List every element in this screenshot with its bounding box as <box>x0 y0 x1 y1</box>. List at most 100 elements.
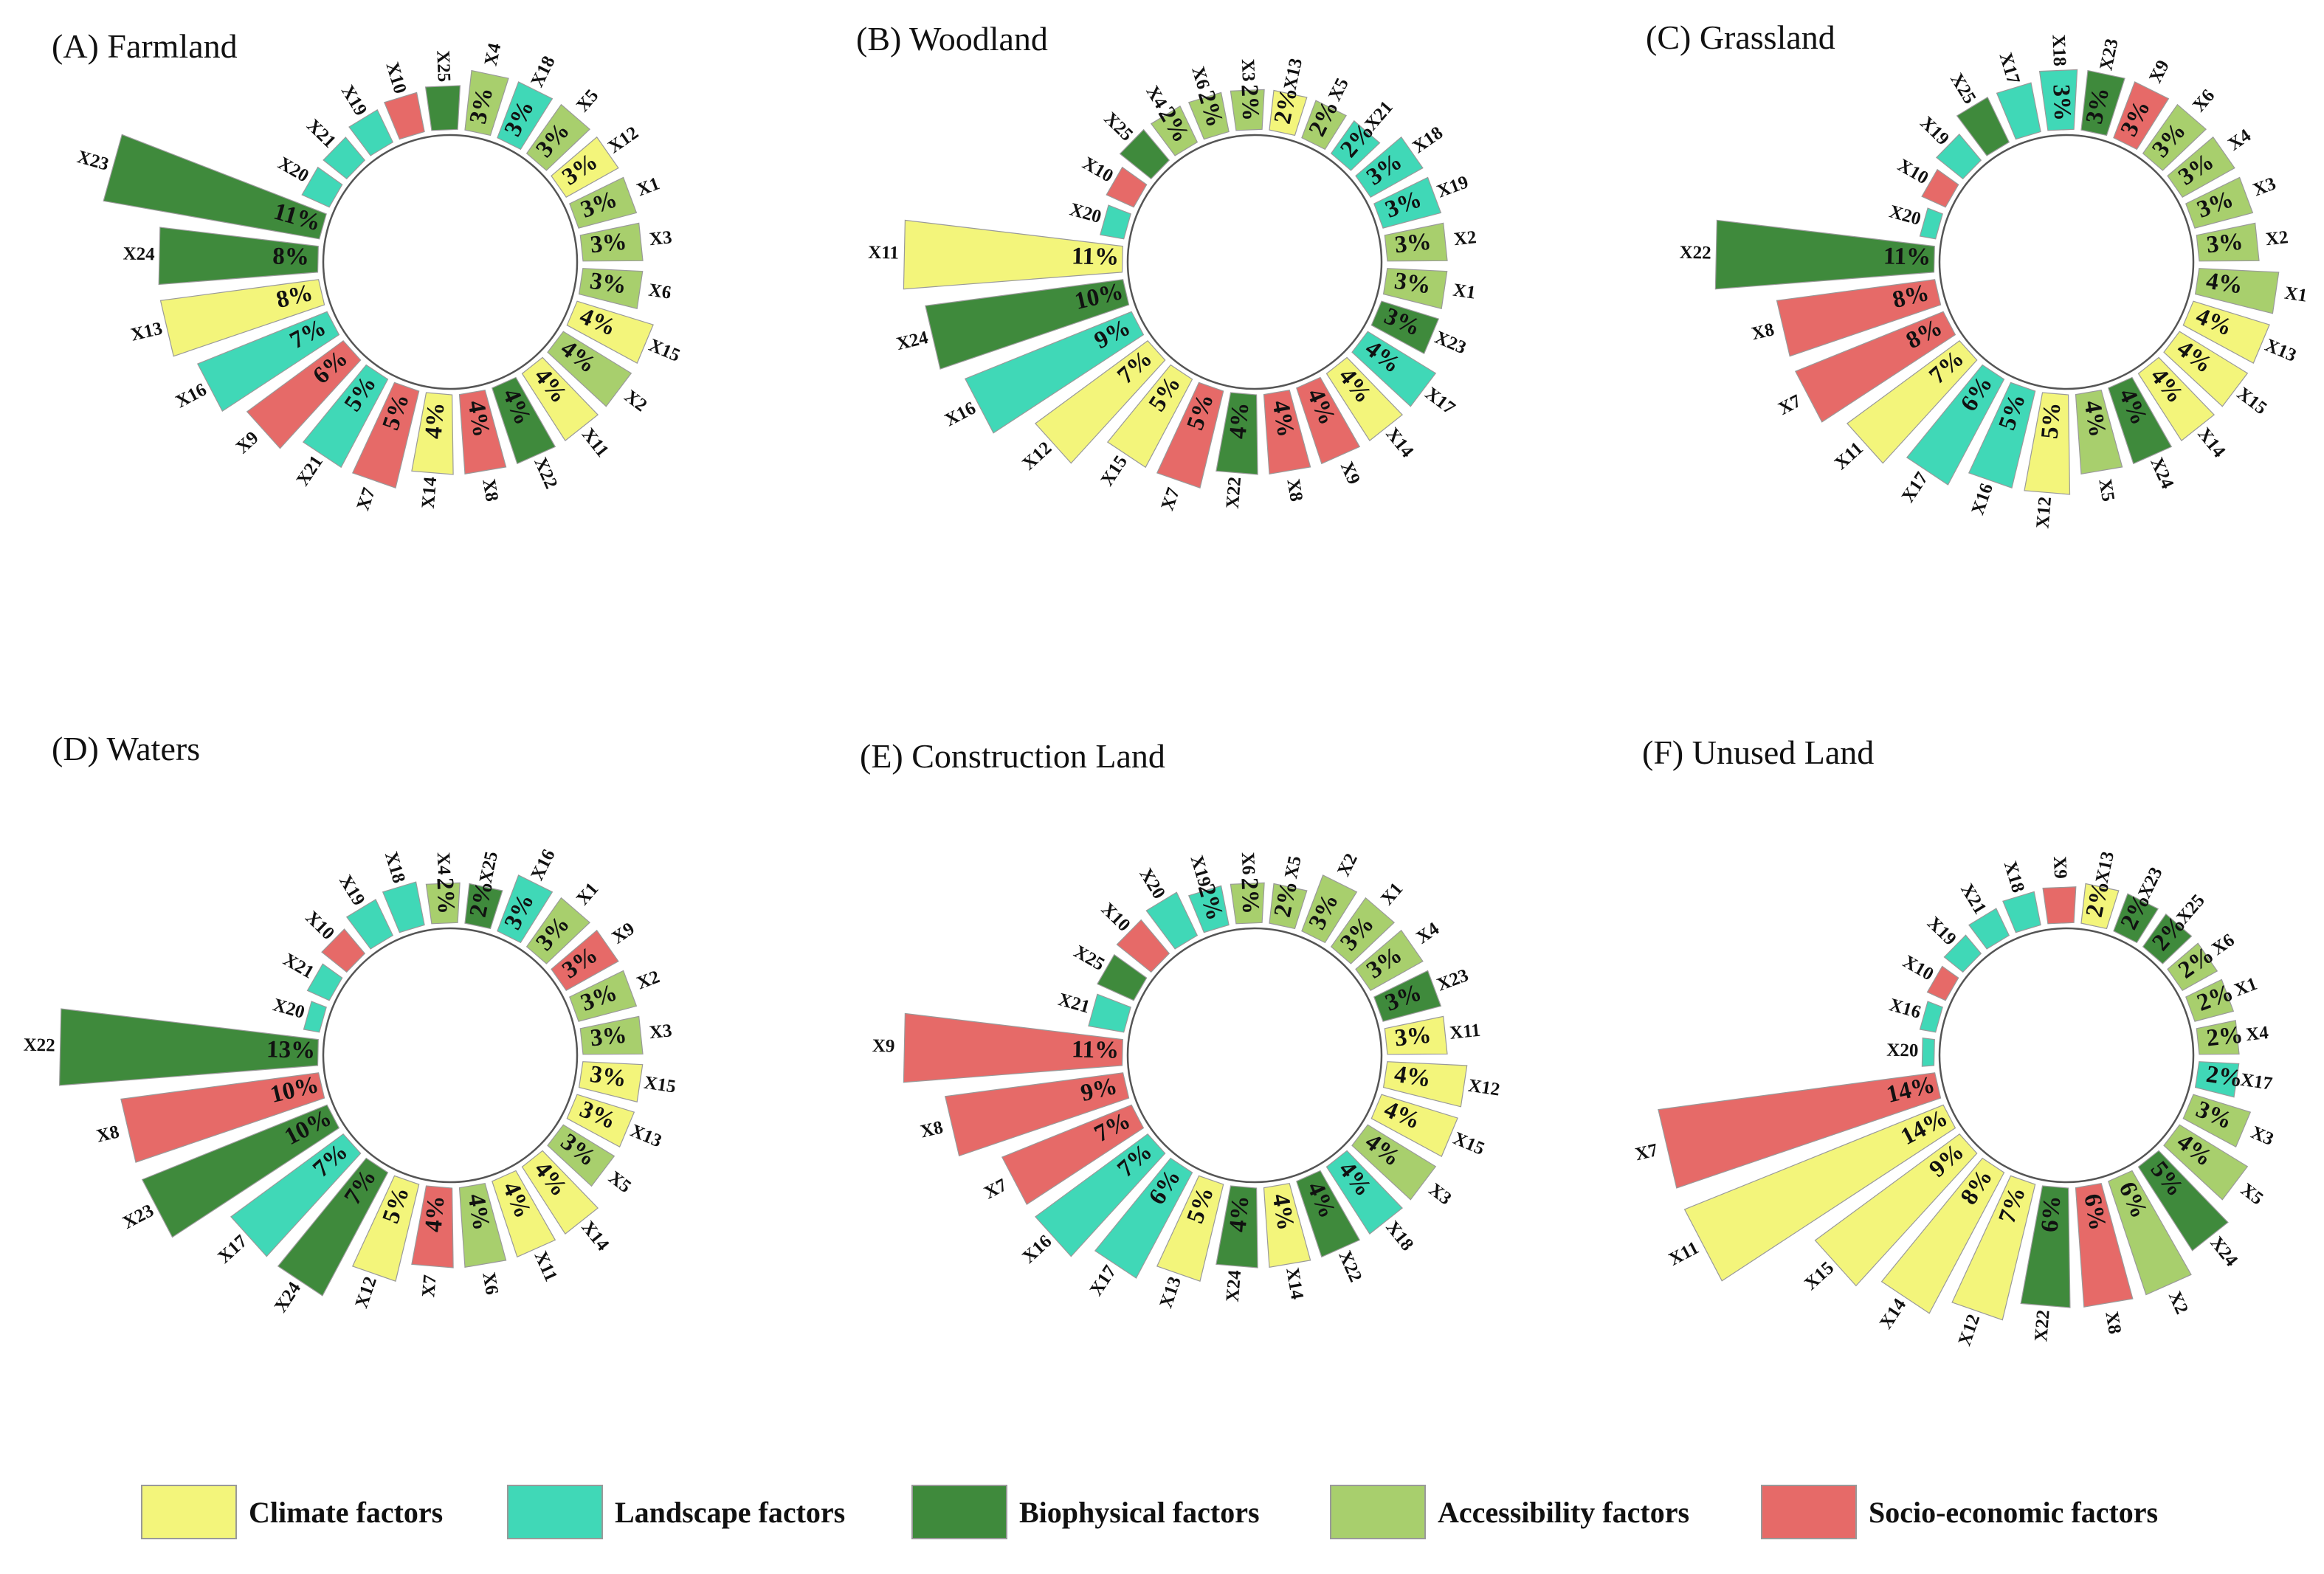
bar-x24 <box>2137 1150 2229 1252</box>
bar-x3 <box>1351 1124 1437 1201</box>
bar-label: X19 <box>1916 113 1953 149</box>
bar-label: X4 <box>481 41 506 68</box>
bar-x21 <box>1968 908 2010 950</box>
bar-x23 <box>103 134 327 240</box>
bar-x8 <box>1263 390 1311 475</box>
bar-x7 <box>1658 1072 1942 1189</box>
bar-x25 <box>424 85 461 131</box>
bar-label: X2 <box>621 386 651 415</box>
bar-x9 <box>1296 376 1361 465</box>
legend-swatch <box>507 1485 603 1539</box>
bar-x14 <box>1263 1183 1311 1268</box>
bar-value-label: 4% <box>1224 1195 1254 1233</box>
bar-label: X24 <box>271 1278 306 1316</box>
bar-x11 <box>1384 1015 1448 1055</box>
bar-x15 <box>1106 364 1193 469</box>
bar-x17 <box>230 1133 362 1257</box>
bar-label: X25 <box>476 849 502 885</box>
bar-x2 <box>2196 222 2260 262</box>
bar-x20 <box>1919 207 1943 240</box>
bar-label: X23 <box>1432 328 1469 359</box>
bar-label: X2 <box>1453 227 1478 249</box>
bar-x5 <box>1301 100 1347 151</box>
bar-label: X20 <box>1068 199 1104 227</box>
inner-circle <box>1126 927 1383 1184</box>
legend-item-socio: Socio-economic factors <box>1761 1485 2158 1539</box>
bar-label: X16 <box>1968 481 1997 518</box>
bar-x10 <box>1921 168 1959 208</box>
bar-value-label: 4% <box>1224 401 1254 440</box>
bar-label: X18 <box>381 849 409 886</box>
bar-label: X12 <box>1955 1312 1985 1349</box>
bar-x6 <box>1230 882 1265 925</box>
bar-x10 <box>321 928 366 973</box>
inner-circle <box>1126 134 1383 390</box>
bar-value-label: 3% <box>589 1022 628 1052</box>
bar-x22 <box>1216 392 1258 475</box>
bar-x17 <box>1906 364 2005 486</box>
bar-x18 <box>382 881 425 933</box>
bar-label: X17 <box>1995 50 2023 86</box>
bar-x1 <box>2194 268 2280 314</box>
bar-x25 <box>1956 96 2010 156</box>
bar-label: X22 <box>530 455 561 491</box>
bar-x21 <box>1330 120 1381 171</box>
bar-label: X2 <box>1334 850 1362 879</box>
bar-label: X10 <box>1097 899 1134 935</box>
bar-x13 <box>2080 883 2120 930</box>
bar-label: X15 <box>2233 384 2271 419</box>
bar-x8 <box>1776 279 1942 357</box>
bar-label: X17 <box>1421 384 1459 419</box>
bar-x20 <box>301 166 343 208</box>
bar-x20 <box>303 1001 327 1033</box>
bar-x21 <box>306 963 343 1001</box>
bar-x24 <box>2108 376 2173 465</box>
bar-label: X24 <box>2146 455 2177 492</box>
bar-label: X10 <box>1900 952 1937 985</box>
bar-x22 <box>1296 1170 1361 1258</box>
bar-x17 <box>1351 331 1437 407</box>
bar-x2 <box>2108 1170 2192 1296</box>
bar-label: X9 <box>2145 57 2173 86</box>
bar-value-label: 11% <box>1072 243 1120 270</box>
bar-x4 <box>2167 136 2235 198</box>
bar-label: X15 <box>643 1073 677 1097</box>
bar-label: X12 <box>1018 438 1055 474</box>
bar-x13 <box>2182 300 2270 364</box>
bar-x13 <box>159 279 325 357</box>
panel-title: (C) Grassland <box>1646 18 1835 56</box>
bar-label: X11 <box>1666 1238 1702 1269</box>
bar-x6 <box>1187 92 1230 140</box>
bar-label: X25 <box>1100 108 1137 145</box>
bar-label: X7 <box>353 486 379 514</box>
bar-x20 <box>1921 1038 1935 1067</box>
bar-label: X19 <box>1923 913 1960 949</box>
bar-label: X8 <box>94 1122 121 1146</box>
bar-x12 <box>351 1175 420 1282</box>
bar-x22 <box>492 376 556 465</box>
bar-x12 <box>1382 1061 1468 1108</box>
bar-x22 <box>58 1008 319 1086</box>
bar-x16 <box>1919 1001 1943 1033</box>
bar-label: X22 <box>23 1035 55 1056</box>
bar-x11 <box>492 1170 556 1258</box>
bar-x10 <box>383 92 425 140</box>
bar-x16 <box>497 874 554 944</box>
bar-x19 <box>1373 176 1442 229</box>
bar-label: X12 <box>1467 1076 1502 1100</box>
bar-label: X15 <box>1097 452 1131 490</box>
bar-label: X1 <box>2232 974 2260 1001</box>
bar-label: X20 <box>275 153 312 187</box>
bar-x21 <box>302 364 389 469</box>
bar-x24 <box>1216 1185 1258 1268</box>
bar-x9 <box>2113 81 2170 151</box>
legend-label: Climate factors <box>249 1496 443 1529</box>
bar-label: X19 <box>335 871 368 909</box>
bar-x22 <box>2020 1185 2071 1308</box>
legend-item-climate: Climate factors <box>141 1485 443 1539</box>
bar-x15 <box>578 1061 644 1102</box>
bar-x19 <box>345 899 394 950</box>
bar-x15 <box>1814 1133 1978 1287</box>
legend-item-accessibility: Accessibility factors <box>1330 1485 1689 1539</box>
